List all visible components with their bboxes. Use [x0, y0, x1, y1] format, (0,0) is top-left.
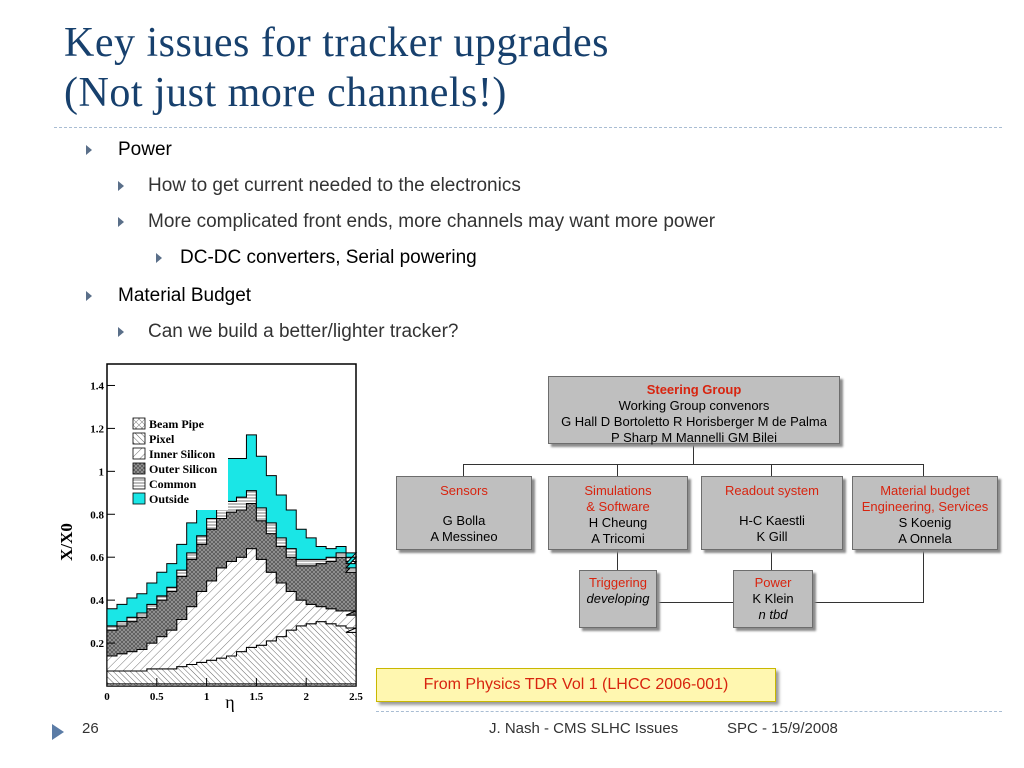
power-line-1: K Klein — [752, 591, 794, 606]
simulations-title-1: Simulations — [584, 483, 652, 498]
legend-label: Common — [149, 477, 197, 491]
legend-swatch — [132, 492, 146, 505]
sensors-title: Sensors — [440, 483, 488, 498]
legend-label: Inner Silicon — [149, 447, 215, 461]
material-budget-svg: 0 0.5 1 1.5 2 2.5 0.2 0.4 0.6 0.8 1 1.2 1.4 Beam Pip… — [57, 363, 363, 712]
y-tick-label: 1.4 — [90, 380, 104, 392]
triggering-box: Triggering developing — [579, 570, 657, 628]
x-axis-label: η — [225, 692, 234, 712]
triggering-title: Triggering — [588, 575, 648, 590]
source-note: From Physics TDR Vol 1 (LHCC 2006-001) — [376, 668, 776, 702]
series-area-outside — [106, 434, 358, 627]
bullet-arrow-icon — [118, 217, 124, 227]
bullet-arrow-icon — [118, 181, 124, 191]
simulations-line-2: A Tricomi — [591, 531, 645, 546]
slide-title: Key issues for tracker upgrades (Not jus… — [64, 18, 964, 118]
legend-swatch — [132, 462, 146, 475]
connector — [617, 549, 618, 570]
sensors-box: Sensors G Bolla A Messineo — [396, 476, 532, 550]
x-tick-label: 0.5 — [150, 691, 164, 703]
readout-system-box: Readout system H-C Kaestli K Gill — [701, 476, 843, 550]
connector — [617, 464, 618, 476]
connector — [463, 464, 923, 465]
sensors-line-2: A Messineo — [430, 529, 498, 544]
footer-author: J. Nash - CMS SLHC Issues — [489, 720, 679, 737]
legend-swatch — [132, 447, 146, 460]
connector — [811, 602, 923, 603]
connector — [771, 464, 772, 476]
steering-group-box: Steering Group Working Group convenors G… — [548, 376, 840, 445]
legend-label: Outer Silicon — [149, 462, 217, 476]
y-tick-label: 0.8 — [90, 509, 104, 521]
steering-title: Steering Group — [646, 382, 742, 397]
sensors-line-1: G Bolla — [442, 513, 486, 528]
bullet-text: How to get current needed to the electro… — [148, 175, 521, 196]
page-number: 26 — [82, 720, 99, 737]
y-axis-label: X/X0 — [58, 523, 76, 561]
material-line-2: A Onnela — [898, 531, 952, 546]
power-line-2: n tbd — [758, 607, 788, 622]
x-tick-label: 1.5 — [250, 691, 264, 703]
connector — [693, 442, 694, 464]
simulations-line-1: H Cheung — [588, 515, 648, 530]
legend-label: Pixel — [149, 432, 175, 446]
x-tick-label: 2 — [303, 691, 309, 703]
material-budget-box: Material budget Engineering, Services S … — [852, 476, 998, 550]
bullet-text: Material Budget — [118, 285, 252, 306]
slide-title-line-1: Key issues for tracker upgrades — [64, 20, 609, 66]
simulations-box: Simulations & Software H Cheung A Tricom… — [548, 476, 688, 550]
y-tick-label: 0.4 — [90, 595, 104, 607]
readout-line-2: K Gill — [756, 529, 788, 544]
bullet-text: DC-DC converters, Serial powering — [180, 247, 477, 268]
material-title-2: Engineering, Services — [861, 499, 989, 514]
legend-swatch — [132, 477, 146, 490]
connector — [655, 602, 733, 603]
bullet-arrow-icon — [86, 291, 92, 301]
bullet-arrow-icon — [156, 253, 162, 263]
connector — [923, 549, 924, 603]
y-tick-label: 1 — [99, 466, 105, 478]
connector — [463, 464, 464, 476]
steering-members-2: P Sharp M Mannelli GM Bilei — [611, 430, 777, 445]
bullet-arrow-icon — [86, 145, 92, 155]
triggering-line-1: developing — [586, 591, 650, 606]
y-tick-label: 0.2 — [90, 638, 104, 650]
x-tick-label: 2.5 — [349, 691, 363, 703]
bullet-text: Can we build a better/lighter tracker? — [148, 321, 459, 342]
readout-line-1: H-C Kaestli — [739, 513, 805, 528]
power-box: Power K Klein n tbd — [733, 570, 813, 628]
footer-arrow-icon — [52, 724, 64, 740]
bullet-text: More complicated front ends, more channe… — [148, 211, 716, 232]
material-line-1: S Koenig — [898, 515, 952, 530]
connector — [923, 464, 924, 476]
bullet-arrow-icon — [118, 327, 124, 337]
legend-swatch — [132, 417, 146, 430]
simulations-title-2: & Software — [586, 499, 650, 514]
title-divider — [54, 127, 1002, 128]
bullet-text: Power — [118, 139, 172, 160]
x-tick-label: 1 — [204, 691, 210, 703]
org-chart: Steering Group Working Group convenors G… — [390, 372, 1000, 632]
readout-title: Readout system — [725, 483, 819, 498]
y-tick-label: 0.6 — [90, 552, 104, 564]
y-tick-label: 1.2 — [90, 423, 104, 435]
material-title-1: Material budget — [880, 483, 970, 498]
steering-subtitle: Working Group convenors — [618, 398, 770, 413]
slide-title-line-2: (Not just more channels!) — [64, 70, 507, 116]
legend-label: Outside — [149, 492, 190, 506]
legend-label: Beam Pipe — [149, 417, 205, 431]
legend-swatch — [132, 432, 146, 445]
power-title: Power — [754, 575, 792, 590]
material-budget-chart: 0 0.5 1 1.5 2 2.5 0.2 0.4 0.6 0.8 1 1.2 1.4 Beam Pip… — [57, 362, 368, 712]
steering-members-1: G Hall D Bortoletto R Horisberger M de P… — [561, 414, 827, 429]
x-tick-label: 0 — [104, 691, 110, 703]
footer-divider — [376, 711, 1002, 712]
connector — [771, 549, 772, 570]
footer-event: SPC - 15/9/2008 — [727, 720, 838, 737]
